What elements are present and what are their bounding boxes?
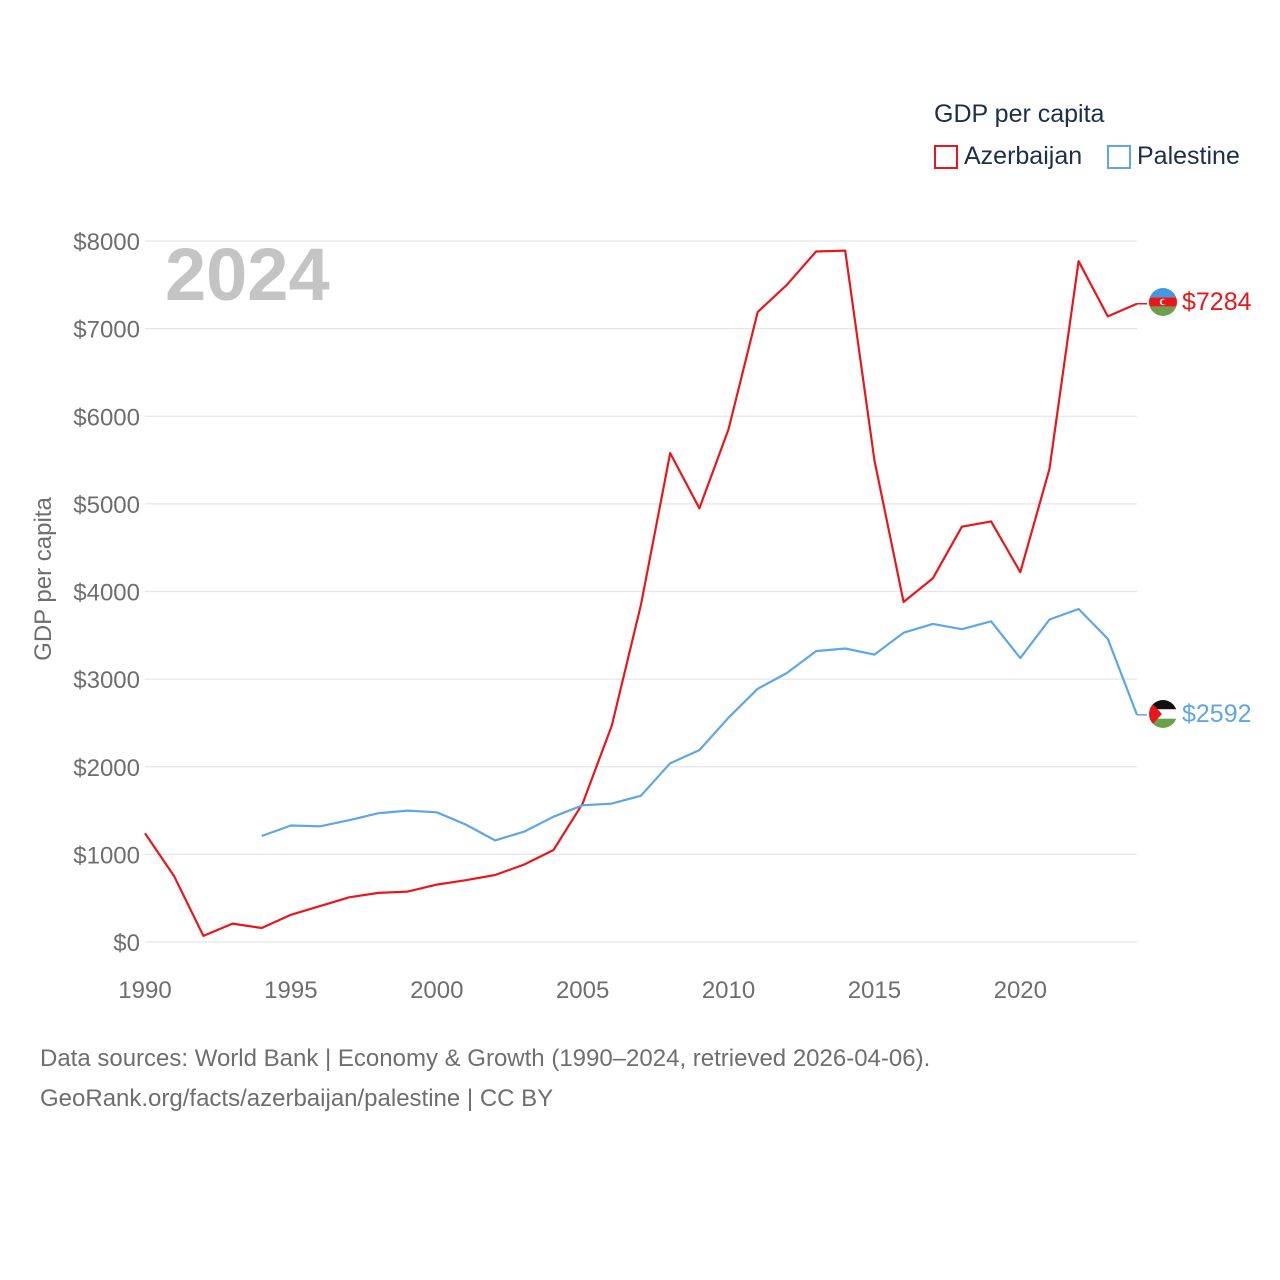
y-tick-label: $5000	[73, 492, 140, 519]
x-axis-ticks: 1990 1995 2000 2005 2010 2015 2020	[118, 977, 1047, 1004]
end-markers: $7284 $2592	[1149, 288, 1252, 728]
year-watermark: 2024	[165, 233, 330, 316]
y-tick-label: $6000	[73, 404, 140, 431]
series-line-azerbaijan[interactable]	[144, 249, 1138, 938]
legend-item-azerbaijan[interactable]: Azerbaijan	[934, 142, 1082, 171]
azerbaijan-flag-icon	[1149, 288, 1177, 316]
y-axis-label: GDP per capita	[30, 497, 57, 661]
legend-swatch-palestine	[1107, 144, 1131, 169]
y-tick-label: $3000	[73, 667, 140, 694]
palestine-flag-icon	[1149, 700, 1177, 728]
gridlines	[145, 240, 1137, 943]
x-tick-label: 2010	[702, 977, 755, 1004]
end-label-palestine: $2592	[1182, 700, 1252, 728]
series-line-palestine[interactable]	[261, 607, 1139, 842]
x-tick-label: 2015	[848, 977, 901, 1004]
legend-swatch-azerbaijan	[934, 144, 958, 169]
series-lines	[144, 249, 1147, 938]
legend-label-palestine: Palestine	[1137, 142, 1240, 170]
x-tick-label: 2020	[994, 977, 1047, 1004]
y-tick-label: $0	[113, 930, 140, 957]
legend-label-azerbaijan: Azerbaijan	[964, 142, 1083, 170]
y-tick-label: $8000	[73, 229, 140, 256]
x-tick-label: 1990	[118, 977, 171, 1004]
legend-title: GDP per capita	[934, 100, 1105, 128]
y-axis-ticks: $0 $1000 $2000 $3000 $4000 $5000 $6000 $7000 $80…	[73, 229, 140, 957]
end-label-azerbaijan: $7284	[1182, 288, 1252, 316]
y-tick-label: $1000	[73, 842, 140, 869]
y-tick-label: $2000	[73, 755, 140, 782]
x-tick-label: 1995	[264, 977, 317, 1004]
legend-item-palestine[interactable]: Palestine	[1107, 142, 1240, 171]
y-tick-label: $4000	[73, 580, 140, 607]
x-tick-label: 2005	[556, 977, 609, 1004]
x-tick-label: 2000	[410, 977, 463, 1004]
y-tick-label: $7000	[73, 317, 140, 344]
footer-sources: Data sources: World Bank | Economy & Gro…	[40, 1045, 931, 1072]
footer-link[interactable]: GeoRank.org/facts/azerbaijan/palestine |…	[40, 1085, 554, 1112]
